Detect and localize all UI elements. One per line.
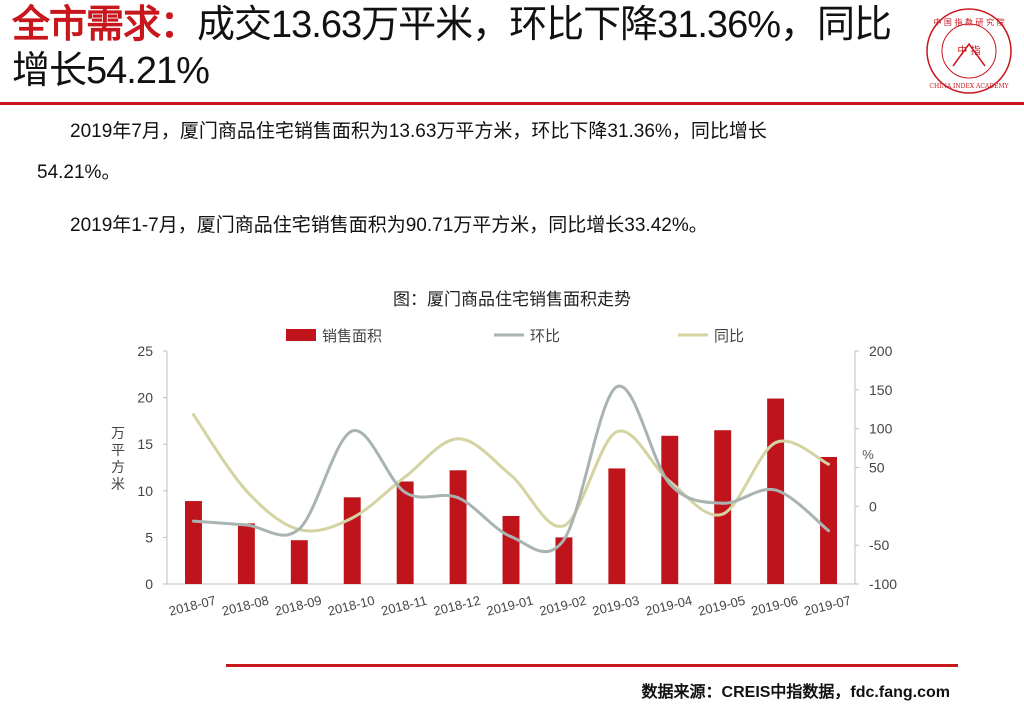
chart-legend: 销售面积 环比 同比 bbox=[286, 328, 744, 345]
bar-sales-area bbox=[661, 435, 679, 584]
point-mom bbox=[403, 490, 407, 494]
point-mom bbox=[350, 429, 354, 433]
bar-sales-area bbox=[608, 468, 626, 584]
legend-swatch-sales-area bbox=[286, 329, 316, 341]
y-axis-tick-label: 15 bbox=[137, 436, 153, 452]
point-mom bbox=[297, 527, 301, 531]
x-axis-tick-label: 2018-10 bbox=[326, 593, 376, 619]
y2-axis-tick-label: 50 bbox=[869, 460, 885, 476]
x-axis-tick-label: 2019-02 bbox=[538, 593, 588, 619]
y2-axis-tick-label: 0 bbox=[869, 498, 877, 514]
point-mom bbox=[774, 488, 778, 492]
y2-axis-tick-label: 100 bbox=[869, 421, 893, 437]
point-mom bbox=[244, 523, 248, 527]
bar-sales-area bbox=[820, 456, 838, 584]
x-axis-tick-label: 2019-07 bbox=[802, 593, 852, 619]
y2-axis-tick-label: -50 bbox=[869, 537, 889, 553]
y-axis-label: 万平方米 bbox=[111, 425, 125, 492]
sales-area-chart: 图：厦门商品住宅销售面积走势 销售面积 环比 同比 0 5 10 15 20 25 -100 -5… bbox=[111, 290, 897, 619]
x-axis-tick-label: 2019-04 bbox=[644, 593, 694, 619]
point-yoy bbox=[350, 516, 354, 520]
y2-axis-label: % bbox=[862, 447, 874, 462]
title-keyword: 全市需求： bbox=[12, 4, 198, 46]
point-mom bbox=[191, 519, 195, 523]
point-yoy bbox=[509, 473, 513, 477]
paragraph-2: 2019年1-7月，厦门商品住宅销售面积为90.71万平方米，同比增长33.42… bbox=[70, 215, 708, 236]
x-axis-tick-label: 2019-03 bbox=[591, 593, 641, 619]
line-mom bbox=[193, 384, 830, 554]
point-mom bbox=[562, 538, 566, 542]
bar-sales-area bbox=[555, 537, 573, 584]
bar-sales-area bbox=[449, 470, 467, 584]
bar-sales-area bbox=[396, 481, 414, 584]
x-axis-tick-label: 2019-01 bbox=[485, 593, 535, 619]
y-axis-tick-label: 0 bbox=[145, 576, 153, 592]
y-axis-tick-label: 5 bbox=[145, 529, 153, 545]
x-axis-tick-label: 2018-08 bbox=[220, 593, 270, 619]
point-yoy bbox=[244, 489, 248, 493]
y-axis-tick-label: 10 bbox=[137, 483, 153, 499]
point-mom bbox=[615, 385, 619, 389]
x-axis-tick-label: 2019-05 bbox=[697, 593, 747, 619]
point-mom bbox=[827, 529, 831, 533]
bar-sales-area bbox=[502, 515, 520, 584]
bar-sales-area bbox=[714, 430, 732, 584]
y-axis-tick-label: 25 bbox=[137, 343, 153, 359]
svg-text:CHINA INDEX ACADEMY: CHINA INDEX ACADEMY bbox=[929, 83, 1009, 90]
bar-sales-area bbox=[237, 523, 255, 584]
y2-axis-tick-label: 200 bbox=[869, 343, 893, 359]
point-yoy bbox=[456, 437, 460, 441]
x-axis-tick-label: 2019-06 bbox=[750, 593, 800, 619]
data-source: 数据来源：CREIS中指数据，fdc.fang.com bbox=[641, 684, 950, 701]
title-divider bbox=[0, 102, 1024, 105]
legend-label: 同比 bbox=[714, 328, 744, 345]
page-title: 全市需求：成交13.63万平米，环比下降31.36%，同比增长54.21% bbox=[12, 2, 912, 94]
source-divider bbox=[226, 664, 958, 667]
paragraph-1-line-1: 2019年7月，厦门商品住宅销售面积为13.63万平方米，环比下降31.36%，… bbox=[70, 121, 767, 142]
point-mom bbox=[456, 496, 460, 500]
point-mom bbox=[721, 501, 725, 505]
y-axis-tick-label: 20 bbox=[137, 390, 153, 406]
point-yoy bbox=[774, 441, 778, 445]
legend-label: 环比 bbox=[530, 328, 560, 345]
title-headline: 成交13.63万平米，环比下降31.36%，同比增长54.21% bbox=[12, 4, 892, 92]
x-axis-tick-label: 2018-09 bbox=[273, 593, 323, 619]
point-yoy bbox=[191, 413, 195, 417]
svg-text:中 国 指 数 研 究 院: 中 国 指 数 研 究 院 bbox=[933, 17, 1004, 27]
point-yoy bbox=[721, 512, 725, 516]
point-yoy bbox=[615, 430, 619, 434]
svg-text:中 指: 中 指 bbox=[957, 44, 980, 57]
point-yoy bbox=[562, 524, 566, 528]
point-yoy bbox=[827, 462, 831, 466]
y2-axis-tick-label: -100 bbox=[869, 576, 897, 592]
bar-sales-area bbox=[290, 540, 308, 584]
point-mom bbox=[668, 482, 672, 486]
x-axis-tick-label: 2018-12 bbox=[432, 593, 482, 619]
bar-sales-area bbox=[184, 501, 202, 584]
chart-title: 图：厦门商品住宅销售面积走势 bbox=[393, 290, 631, 309]
chart-plot-area: 0 5 10 15 20 25 -100 -50 0 50 100 150 200 万平方米 2018-07… bbox=[111, 343, 897, 619]
y2-axis-tick-label: 150 bbox=[869, 382, 893, 398]
paragraph-1-line-2: 54.21%。 bbox=[37, 162, 121, 183]
x-axis-tick-label: 2018-11 bbox=[380, 593, 429, 619]
point-yoy bbox=[403, 475, 407, 479]
legend-label: 销售面积 bbox=[322, 328, 382, 345]
line-yoy bbox=[192, 413, 830, 533]
china-index-academy-logo: 中 国 指 数 研 究 院 中 指 CHINA INDEX ACADEMY bbox=[926, 8, 1012, 94]
point-mom bbox=[509, 535, 513, 539]
x-axis-tick-label: 2018-07 bbox=[167, 593, 217, 619]
bar-sales-area bbox=[343, 497, 361, 584]
